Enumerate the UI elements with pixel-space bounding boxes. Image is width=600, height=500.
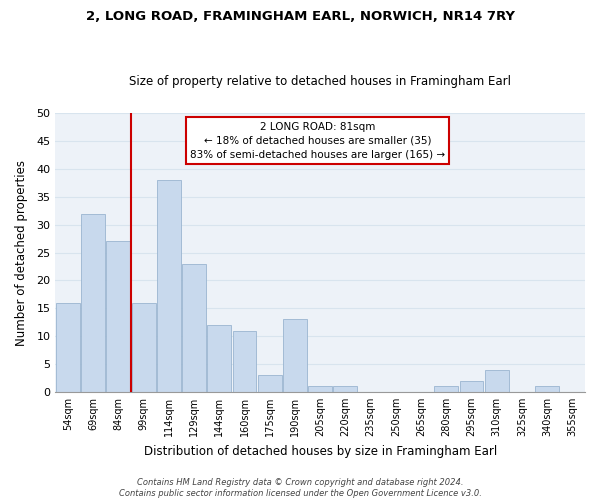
Text: 2, LONG ROAD, FRAMINGHAM EARL, NORWICH, NR14 7RY: 2, LONG ROAD, FRAMINGHAM EARL, NORWICH, … (86, 10, 515, 23)
Bar (485, 370, 509, 392)
Bar (81, 214, 105, 392)
Text: Contains HM Land Registry data © Crown copyright and database right 2024.
Contai: Contains HM Land Registry data © Crown c… (119, 478, 481, 498)
Bar (157, 180, 181, 392)
Bar (233, 330, 256, 392)
Bar (56, 303, 80, 392)
Bar (434, 386, 458, 392)
Y-axis label: Number of detached properties: Number of detached properties (15, 160, 28, 346)
Bar (258, 375, 281, 392)
Bar (182, 264, 206, 392)
Title: Size of property relative to detached houses in Framingham Earl: Size of property relative to detached ho… (129, 76, 511, 88)
Bar (308, 386, 332, 392)
X-axis label: Distribution of detached houses by size in Framingham Earl: Distribution of detached houses by size … (143, 444, 497, 458)
Bar (460, 381, 484, 392)
Bar (283, 320, 307, 392)
Bar (535, 386, 559, 392)
Text: 2 LONG ROAD: 81sqm
← 18% of detached houses are smaller (35)
83% of semi-detache: 2 LONG ROAD: 81sqm ← 18% of detached hou… (190, 122, 445, 160)
Bar (207, 325, 231, 392)
Bar (334, 386, 358, 392)
Bar (106, 242, 130, 392)
Bar (131, 303, 155, 392)
